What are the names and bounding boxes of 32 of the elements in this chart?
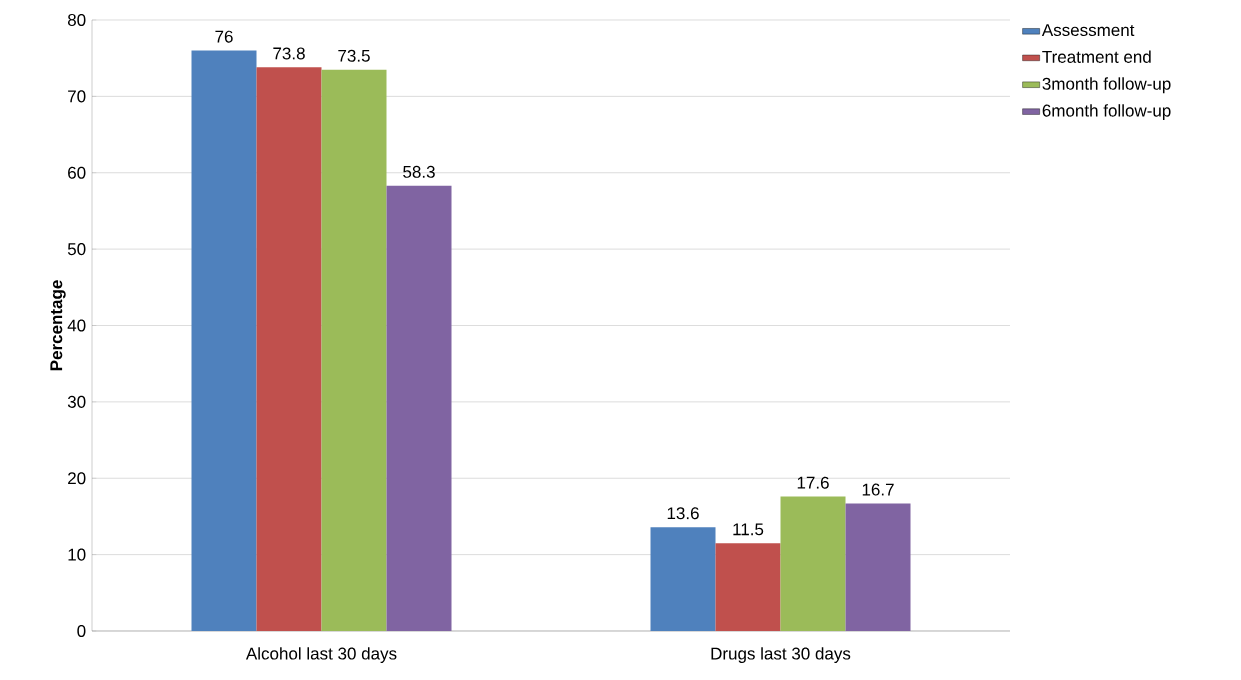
data-label: 73.5 [338,49,370,62]
y-tick-label: 40 [67,319,86,332]
bar [845,503,911,631]
y-axis-title: Percentage [50,280,66,371]
data-label: 16.7 [862,483,894,496]
y-tick-label: 60 [68,166,86,179]
bar [191,50,257,631]
data-label: 76 [215,30,233,43]
bar [715,543,781,631]
data-label: 11.5 [733,523,764,536]
y-tick-label: 70 [68,90,86,103]
legend-label: Assessment [1041,24,1135,37]
y-tick-label: 10 [68,548,86,561]
y-tick-label: 20 [68,472,86,485]
bar [780,496,846,631]
data-label: 73.8 [273,47,305,60]
y-tick-label: 50 [67,243,86,256]
y-tick-label: 0 [77,624,86,638]
y-tick-label: 30 [67,395,86,408]
y-tick-label: 80 [67,13,86,27]
data-label: 58.3 [403,165,435,178]
bar [321,69,387,631]
data-label: 17.6 [797,476,829,489]
legend-label: Treatment end [1042,50,1151,63]
bar [386,185,452,631]
data-label: 13.6 [667,507,699,520]
legend-label: 3month follow-up [1042,77,1171,94]
x-tick-label: Drugs last 30 days [711,647,851,663]
bar [650,527,716,631]
legend-label: 6month follow-up [1042,104,1171,121]
bar [256,67,322,631]
x-tick-label: Alcohol last 30 days [245,647,397,663]
